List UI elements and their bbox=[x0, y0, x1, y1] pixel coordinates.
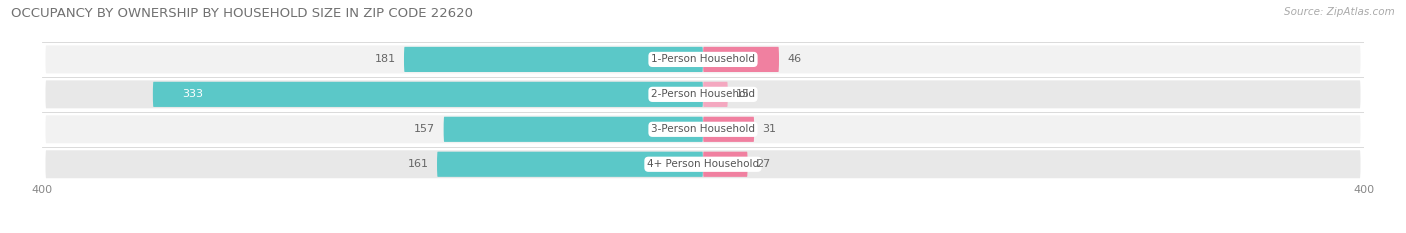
FancyBboxPatch shape bbox=[45, 115, 1361, 143]
FancyBboxPatch shape bbox=[444, 117, 703, 142]
Text: 15: 15 bbox=[737, 89, 749, 99]
FancyBboxPatch shape bbox=[45, 150, 1361, 178]
FancyBboxPatch shape bbox=[703, 82, 728, 107]
Text: 181: 181 bbox=[374, 55, 395, 64]
FancyBboxPatch shape bbox=[703, 117, 754, 142]
FancyBboxPatch shape bbox=[437, 152, 703, 177]
Legend: Owner-occupied, Renter-occupied: Owner-occupied, Renter-occupied bbox=[588, 230, 818, 233]
FancyBboxPatch shape bbox=[45, 45, 1361, 73]
Text: 157: 157 bbox=[415, 124, 436, 134]
Text: OCCUPANCY BY OWNERSHIP BY HOUSEHOLD SIZE IN ZIP CODE 22620: OCCUPANCY BY OWNERSHIP BY HOUSEHOLD SIZE… bbox=[11, 7, 474, 20]
Text: 3-Person Household: 3-Person Household bbox=[651, 124, 755, 134]
Text: 161: 161 bbox=[408, 159, 429, 169]
Text: 2-Person Household: 2-Person Household bbox=[651, 89, 755, 99]
FancyBboxPatch shape bbox=[404, 47, 703, 72]
Text: Source: ZipAtlas.com: Source: ZipAtlas.com bbox=[1284, 7, 1395, 17]
Text: 4+ Person Household: 4+ Person Household bbox=[647, 159, 759, 169]
Text: 333: 333 bbox=[183, 89, 204, 99]
FancyBboxPatch shape bbox=[703, 47, 779, 72]
Text: 1-Person Household: 1-Person Household bbox=[651, 55, 755, 64]
FancyBboxPatch shape bbox=[703, 152, 748, 177]
Text: 27: 27 bbox=[756, 159, 770, 169]
Text: 46: 46 bbox=[787, 55, 801, 64]
Text: 31: 31 bbox=[762, 124, 776, 134]
FancyBboxPatch shape bbox=[153, 82, 703, 107]
FancyBboxPatch shape bbox=[45, 80, 1361, 108]
